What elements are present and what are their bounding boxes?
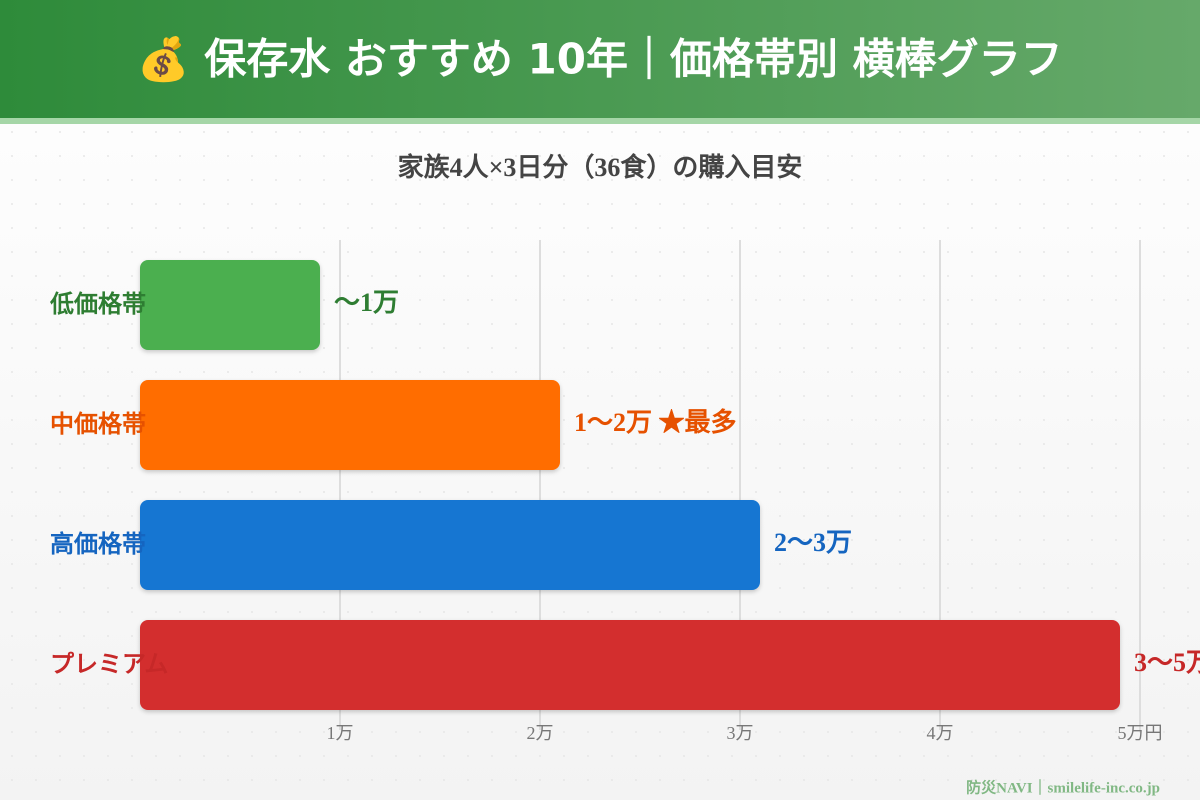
value-label: 1〜2万 ★最多 [574, 408, 737, 437]
chart-title: 💰 保存水 おすすめ 10年｜価格帯別 横棒グラフ [137, 35, 1062, 85]
value-label: 〜1万 [334, 288, 399, 317]
x-tick-label: 5万円 [1118, 723, 1163, 743]
category-label: 中価格帯 [50, 410, 146, 438]
x-tick-label: 3万 [727, 723, 754, 743]
value-label: 3〜5万 [1134, 648, 1200, 677]
bar [140, 500, 760, 590]
category-label: 高価格帯 [50, 530, 146, 558]
bar [140, 260, 320, 350]
header [0, 0, 1200, 118]
bar [140, 380, 560, 470]
bar [140, 620, 1120, 710]
x-tick-label: 4万 [927, 723, 954, 743]
value-label: 2〜3万 [774, 528, 852, 557]
x-tick-label: 2万 [527, 723, 554, 743]
category-label: プレミアム [50, 650, 168, 678]
chart-subtitle: 家族4人×3日分（36食）の購入目安 [398, 152, 803, 182]
category-label: 低価格帯 [49, 290, 146, 318]
source: 防災NAVI｜smilelife-inc.co.jp [966, 778, 1160, 796]
x-tick-label: 1万 [327, 723, 354, 743]
header-stripe [0, 118, 1200, 124]
